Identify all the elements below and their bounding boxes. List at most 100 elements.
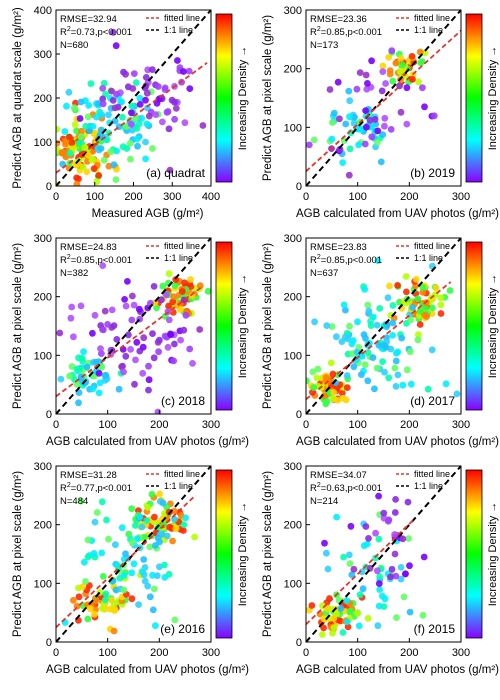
data-point [144, 504, 152, 511]
y-tick-label: 0 [296, 409, 302, 421]
data-point [416, 307, 424, 315]
data-point [163, 532, 171, 540]
data-point [386, 67, 394, 74]
data-point [437, 301, 445, 309]
data-point [353, 85, 361, 93]
data-point [111, 117, 119, 125]
data-point [133, 535, 141, 543]
data-point [382, 343, 390, 351]
r2-superscript: 2 [67, 482, 71, 489]
data-point [306, 141, 313, 149]
data-point [403, 366, 411, 374]
data-point [92, 597, 100, 605]
data-point [360, 331, 368, 338]
panel-label: (b) 2019 [410, 166, 455, 180]
stats-n: N=637 [310, 268, 338, 279]
x-tick-label: 300 [202, 419, 220, 431]
colorbar-label: Increasing Density → [237, 274, 249, 379]
data-point [379, 131, 387, 139]
data-point [151, 513, 158, 521]
data-point [191, 533, 199, 541]
data-point [146, 543, 154, 551]
data-point [177, 306, 184, 313]
data-point [171, 340, 178, 348]
data-point [405, 535, 412, 542]
data-point [384, 517, 392, 525]
y-tick-label: 300 [34, 49, 52, 61]
data-point [165, 270, 173, 278]
data-point [365, 535, 372, 542]
data-point [322, 374, 330, 381]
data-point [92, 113, 100, 121]
data-point [108, 596, 115, 604]
data-point [340, 553, 347, 561]
data-point [181, 279, 188, 287]
data-point [165, 302, 172, 310]
data-point [136, 101, 144, 108]
legend-1to1-label: 1:1 line [414, 25, 443, 35]
data-point [132, 522, 139, 529]
data-point [112, 541, 119, 549]
data-point [95, 172, 103, 179]
data-point [152, 622, 159, 630]
data-point [179, 288, 186, 295]
data-point [75, 175, 82, 183]
data-point [76, 365, 84, 373]
data-point [419, 84, 426, 92]
data-point [339, 394, 347, 402]
data-point [204, 287, 211, 295]
y-tick-label: 200 [34, 520, 52, 532]
y-axis-label: Predict AGB at pixel scale (g/m²) [12, 243, 24, 409]
data-point [403, 288, 410, 296]
data-point [131, 380, 138, 388]
colorbar [215, 13, 233, 183]
data-point [346, 322, 353, 330]
data-point [374, 257, 382, 264]
data-point [381, 114, 389, 122]
data-point [345, 171, 353, 179]
y-tick-label: 100 [34, 137, 52, 149]
data-point [139, 369, 147, 377]
data-point [155, 348, 163, 356]
data-point [150, 283, 158, 290]
data-point [99, 100, 107, 108]
data-point [58, 149, 66, 156]
data-point [120, 368, 127, 376]
data-point [361, 140, 369, 148]
data-point [348, 571, 356, 579]
data-point [327, 359, 335, 367]
data-point [362, 71, 370, 79]
data-point [373, 364, 381, 372]
data-point [380, 509, 388, 517]
data-point [132, 79, 140, 86]
data-point [419, 284, 427, 291]
data-point [89, 385, 97, 393]
chart-panel: 0 100 200 300 0 100 200 300 AGB calculated from … [12, 233, 249, 448]
data-point [128, 539, 136, 547]
data-point [164, 108, 172, 115]
data-point [358, 371, 365, 378]
data-point [110, 627, 118, 635]
data-point [329, 370, 337, 378]
y-tick-label: 0 [46, 409, 52, 421]
data-point [429, 304, 436, 312]
data-point [165, 125, 173, 133]
data-point [320, 615, 328, 623]
data-point [124, 278, 131, 285]
data-point [397, 575, 405, 583]
data-point [387, 125, 395, 133]
data-point [177, 336, 185, 344]
data-point [373, 321, 381, 329]
data-point [399, 61, 406, 69]
data-point [340, 301, 348, 309]
data-point [324, 565, 332, 573]
data-point [92, 358, 100, 366]
data-point [142, 155, 150, 163]
chart-panel: 0 100 200 300 0 100 200 300 AGB calculated from … [262, 233, 499, 448]
data-point [336, 145, 344, 153]
data-point [97, 145, 105, 152]
data-point [397, 54, 405, 62]
x-tick-label: 100 [348, 191, 366, 203]
plot-frame [55, 465, 212, 643]
